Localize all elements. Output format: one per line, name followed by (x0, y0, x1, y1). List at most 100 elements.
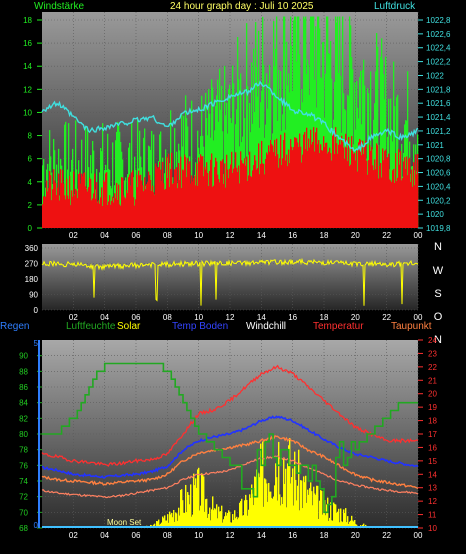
wind-avg-bar (280, 134, 282, 228)
wind-avg-bar (242, 163, 244, 228)
wind-avg-bar (262, 163, 264, 228)
solar-bar (221, 505, 223, 528)
wind-avg-bar (53, 169, 55, 228)
wind-avg-bar (146, 184, 148, 228)
wind-avg-bar (397, 177, 399, 228)
wind-avg-bar (55, 182, 57, 228)
wind-gust-bar (273, 21, 275, 228)
wind-gust-bar (117, 121, 119, 228)
solar-bar (193, 473, 195, 528)
x-tick-label: 00 (414, 531, 423, 540)
solar-bar (336, 512, 338, 528)
solar-bar (317, 485, 319, 528)
wind-gust-bar (253, 48, 255, 228)
pressure-tick-label: 1022,4 (426, 44, 451, 53)
solar-bar (167, 514, 169, 528)
wind-avg-bar (286, 154, 288, 228)
wind-gust-bar (209, 113, 211, 228)
wind-avg-bar (307, 150, 309, 228)
wind-avg-bar (334, 154, 336, 228)
solar-bar (331, 520, 333, 528)
wind-gust-bar (393, 61, 395, 228)
humidity-tick-label: 76 (19, 461, 28, 470)
solar-bar (257, 472, 259, 528)
solar-bar (296, 500, 298, 528)
wind-avg-bar (45, 196, 47, 228)
wind-avg-bar (375, 169, 377, 228)
solar-bar (350, 520, 352, 528)
x-tick-label: 18 (320, 313, 329, 322)
solar-bar (160, 523, 162, 528)
solar-bar (316, 485, 318, 528)
wind-avg-bar (415, 154, 417, 228)
pressure-tick-label: 1020,6 (426, 169, 451, 178)
wind-avg-bar (412, 186, 414, 228)
wind-avg-bar (372, 165, 374, 228)
solar-bar (203, 476, 205, 528)
wind-avg-bar (90, 179, 92, 228)
x-tick-label: 10 (194, 313, 203, 322)
solar-bar (305, 475, 307, 528)
wind-avg-bar (352, 150, 354, 228)
wind-avg-bar (92, 198, 94, 228)
wind-gust-bar (212, 87, 214, 228)
solar-bar (294, 451, 296, 528)
solar-bar (262, 441, 264, 528)
temperature-tick-label: 14 (428, 470, 437, 479)
temperature-tick-label: 17 (428, 430, 437, 439)
wind-tick-label: 8 (28, 132, 33, 141)
wind-avg-bar (337, 153, 339, 228)
wind-gust-bar (326, 16, 328, 229)
wind-avg-bar (95, 198, 97, 228)
wind-avg-bar (57, 187, 59, 228)
wind-avg-bar (273, 152, 275, 228)
solar-bar (324, 500, 326, 528)
wind-avg-bar (141, 180, 143, 228)
wind-avg-bar (388, 153, 390, 228)
wind-tick-label: 14 (23, 62, 32, 71)
wind-avg-bar (330, 153, 332, 228)
wind-avg-bar (220, 160, 222, 228)
solar-bar (179, 515, 181, 528)
solar-bar (347, 516, 349, 528)
wind-avg-bar (174, 169, 176, 228)
wind-avg-bar (329, 147, 331, 228)
wind-avg-bar (379, 165, 381, 228)
solar-bar (334, 503, 336, 528)
wind-gust-bar (310, 16, 312, 229)
wind-avg-bar (111, 200, 113, 228)
wind-avg-bar (89, 177, 91, 228)
wind-avg-bar (132, 170, 134, 228)
wind-avg-bar (303, 134, 305, 228)
wind-gust-bar (257, 96, 259, 228)
solar-bar (313, 486, 315, 528)
wind-gust-bar (233, 83, 235, 228)
wind-avg-bar (78, 174, 80, 228)
wind-gust-bar (291, 45, 293, 228)
solar-bar (217, 518, 219, 528)
legend-temp-boden: Temp Boden (172, 321, 229, 332)
x-tick-label: 08 (163, 231, 172, 240)
wind-gust-bar (181, 113, 183, 228)
wind-avg-bar (196, 163, 198, 228)
wind-avg-bar (123, 195, 125, 228)
wind-avg-bar (166, 156, 168, 228)
wind-tick-label: 0 (28, 224, 33, 233)
wind-avg-bar (223, 183, 225, 228)
wind-gust-bar (311, 16, 313, 229)
wind-avg-bar (142, 185, 144, 228)
wind-avg-bar (377, 145, 379, 228)
wind-gust-bar (377, 46, 379, 229)
wind-avg-bar (231, 151, 233, 228)
wind-gust-bar (256, 66, 258, 228)
wind-avg-bar (229, 168, 231, 228)
wind-avg-bar (163, 183, 165, 228)
solar-bar (273, 496, 275, 528)
wind-avg-bar (190, 183, 192, 228)
wind-avg-bar (169, 187, 171, 228)
wind-avg-bar (64, 195, 66, 228)
wind-gust-bar (99, 172, 101, 228)
solar-bar (154, 523, 156, 528)
wind-avg-bar (336, 143, 338, 228)
compass-label: N (434, 241, 442, 253)
